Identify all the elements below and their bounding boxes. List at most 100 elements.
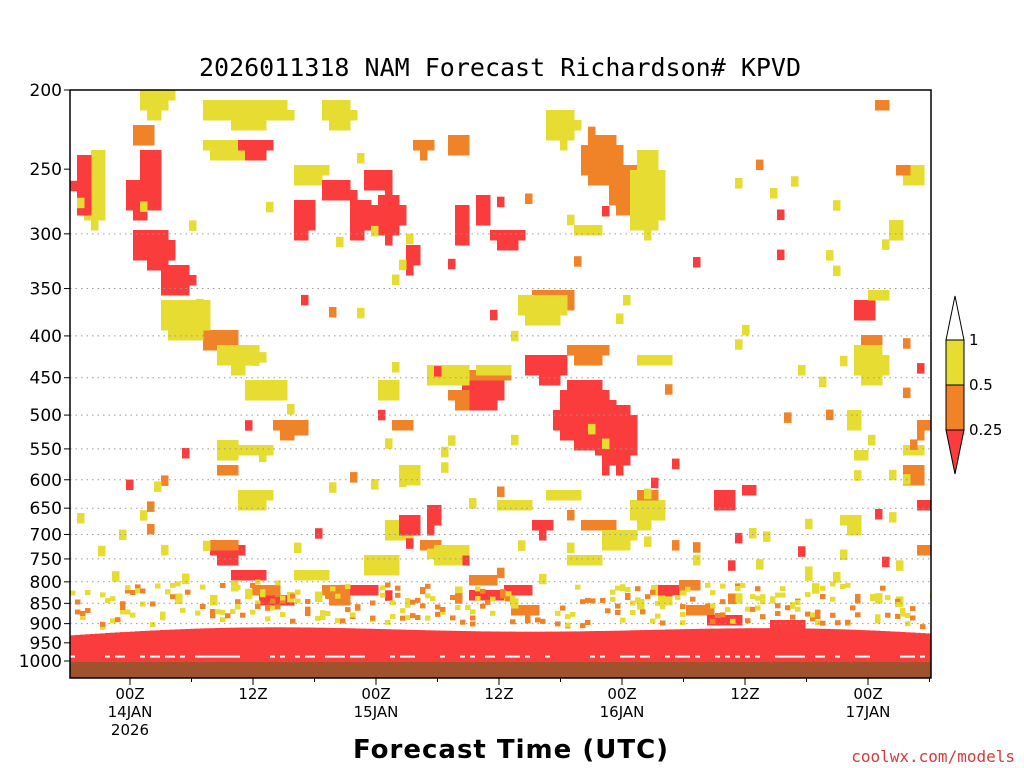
ri-cell-r: [567, 400, 575, 411]
ri-cell-y: [588, 225, 596, 236]
ri-cell-o: [581, 345, 589, 356]
ri-cell-r: [154, 260, 162, 271]
ri-cell-r: [455, 235, 463, 246]
ri-cell-y: [658, 355, 666, 366]
ri-cell-o: [623, 185, 631, 196]
ri-cell-r: [602, 445, 610, 456]
ri-cell-o: [462, 145, 470, 156]
ri-cell-y: [910, 445, 918, 456]
boundary-layer-speckle: [900, 607, 906, 613]
boundary-layer-speckle: [920, 624, 926, 630]
boundary-layer-speckle: [305, 606, 311, 612]
boundary-layer-gap: [860, 655, 866, 658]
ri-cell-r: [427, 515, 435, 526]
ri-cell-y: [665, 595, 673, 606]
boundary-layer-red: [480, 631, 486, 667]
ri-cell-r: [602, 455, 610, 466]
ri-cell-scatter: [448, 258, 456, 270]
ri-cell-scatter: [672, 458, 680, 470]
boundary-layer-gap: [900, 655, 906, 658]
ri-cell-r: [364, 200, 372, 211]
ri-cell-o: [581, 155, 589, 166]
ri-cell-r: [378, 215, 386, 226]
boundary-layer-red: [640, 630, 646, 667]
ri-cell-r: [742, 485, 750, 496]
ri-cell-o: [616, 165, 624, 176]
ri-cell-r: [525, 365, 533, 376]
ri-cell-y: [224, 100, 232, 111]
ri-cell-scatter: [140, 201, 148, 212]
boundary-layer-gap: [835, 655, 841, 658]
ri-cell-r: [581, 400, 589, 411]
boundary-layer-speckle: [400, 615, 406, 621]
ri-cell-r: [735, 615, 743, 626]
ri-cell-y: [637, 170, 645, 181]
ri-cell-r: [553, 355, 561, 366]
ri-cell-y: [574, 120, 582, 131]
ri-cell-r: [728, 490, 736, 501]
boundary-layer-red: [175, 629, 181, 667]
boundary-layer-red: [165, 629, 171, 667]
boundary-layer-gap: [775, 655, 781, 658]
boundary-layer-red: [715, 628, 721, 667]
ri-cell-r: [581, 440, 589, 451]
ri-cell-r: [609, 405, 617, 416]
ri-cell-o: [448, 145, 456, 156]
ri-cell-y: [315, 175, 323, 186]
ri-cell-y: [896, 220, 904, 231]
ri-cell-y: [903, 175, 911, 186]
ri-cell-y: [630, 510, 638, 521]
ri-cell-y: [882, 355, 890, 366]
ri-cell-y: [644, 510, 652, 521]
ri-cell-r: [294, 210, 302, 221]
colorbar-bin-orange: [945, 384, 965, 431]
ri-cell-o: [609, 195, 617, 206]
ri-cell-r: [560, 365, 568, 376]
ri-cell-r: [308, 200, 316, 211]
boundary-layer-red: [510, 631, 516, 667]
ri-cell-scatter: [385, 590, 393, 601]
boundary-layer-speckle: [680, 604, 686, 610]
ri-cell-r: [413, 245, 421, 256]
ri-cell-scatter: [728, 560, 736, 571]
boundary-layer-speckle: [120, 609, 126, 615]
ri-cell-y: [252, 500, 260, 511]
x-tick-label: 00Z: [607, 685, 636, 703]
ri-cell-o: [616, 155, 624, 166]
ri-cell-y: [637, 510, 645, 521]
ri-cell-scatter: [504, 591, 512, 602]
ri-cell-r: [413, 515, 421, 526]
boundary-layer-speckle: [780, 586, 786, 592]
boundary-layer-red: [655, 629, 661, 667]
boundary-layer-red: [705, 628, 711, 667]
ri-cell-y: [861, 345, 869, 356]
ri-cell-y: [259, 390, 267, 401]
ri-cell-r: [546, 375, 554, 386]
ri-cell-y: [861, 355, 869, 366]
ri-cell-o: [420, 150, 428, 161]
ri-cell-o: [581, 165, 589, 176]
boundary-layer-speckle: [405, 615, 411, 621]
ri-cell-r: [581, 410, 589, 421]
ri-cell-r: [357, 210, 365, 221]
boundary-layer-speckle: [680, 620, 686, 626]
x-tick-label: 17JAN: [846, 703, 891, 721]
ri-cell-scatter: [455, 586, 463, 597]
y-tick-label: 400: [30, 327, 62, 347]
boundary-layer-speckle: [910, 606, 916, 612]
boundary-layer-speckle: [760, 614, 766, 620]
ri-cell-o: [875, 100, 883, 111]
ri-cell-scatter: [735, 532, 743, 544]
ri-cell-r: [609, 455, 617, 466]
boundary-layer-gap: [790, 655, 796, 658]
ri-cell-o: [567, 300, 575, 311]
ri-cell-r: [301, 230, 309, 241]
boundary-layer-red: [645, 630, 651, 667]
ri-cell-y: [161, 310, 169, 321]
ri-cell-y: [245, 390, 253, 401]
ri-cell-y: [854, 420, 862, 431]
boundary-layer-red: [790, 628, 796, 667]
ri-cell-y: [910, 165, 918, 176]
boundary-layer-speckle: [470, 615, 476, 621]
ri-cell-y: [308, 165, 316, 176]
